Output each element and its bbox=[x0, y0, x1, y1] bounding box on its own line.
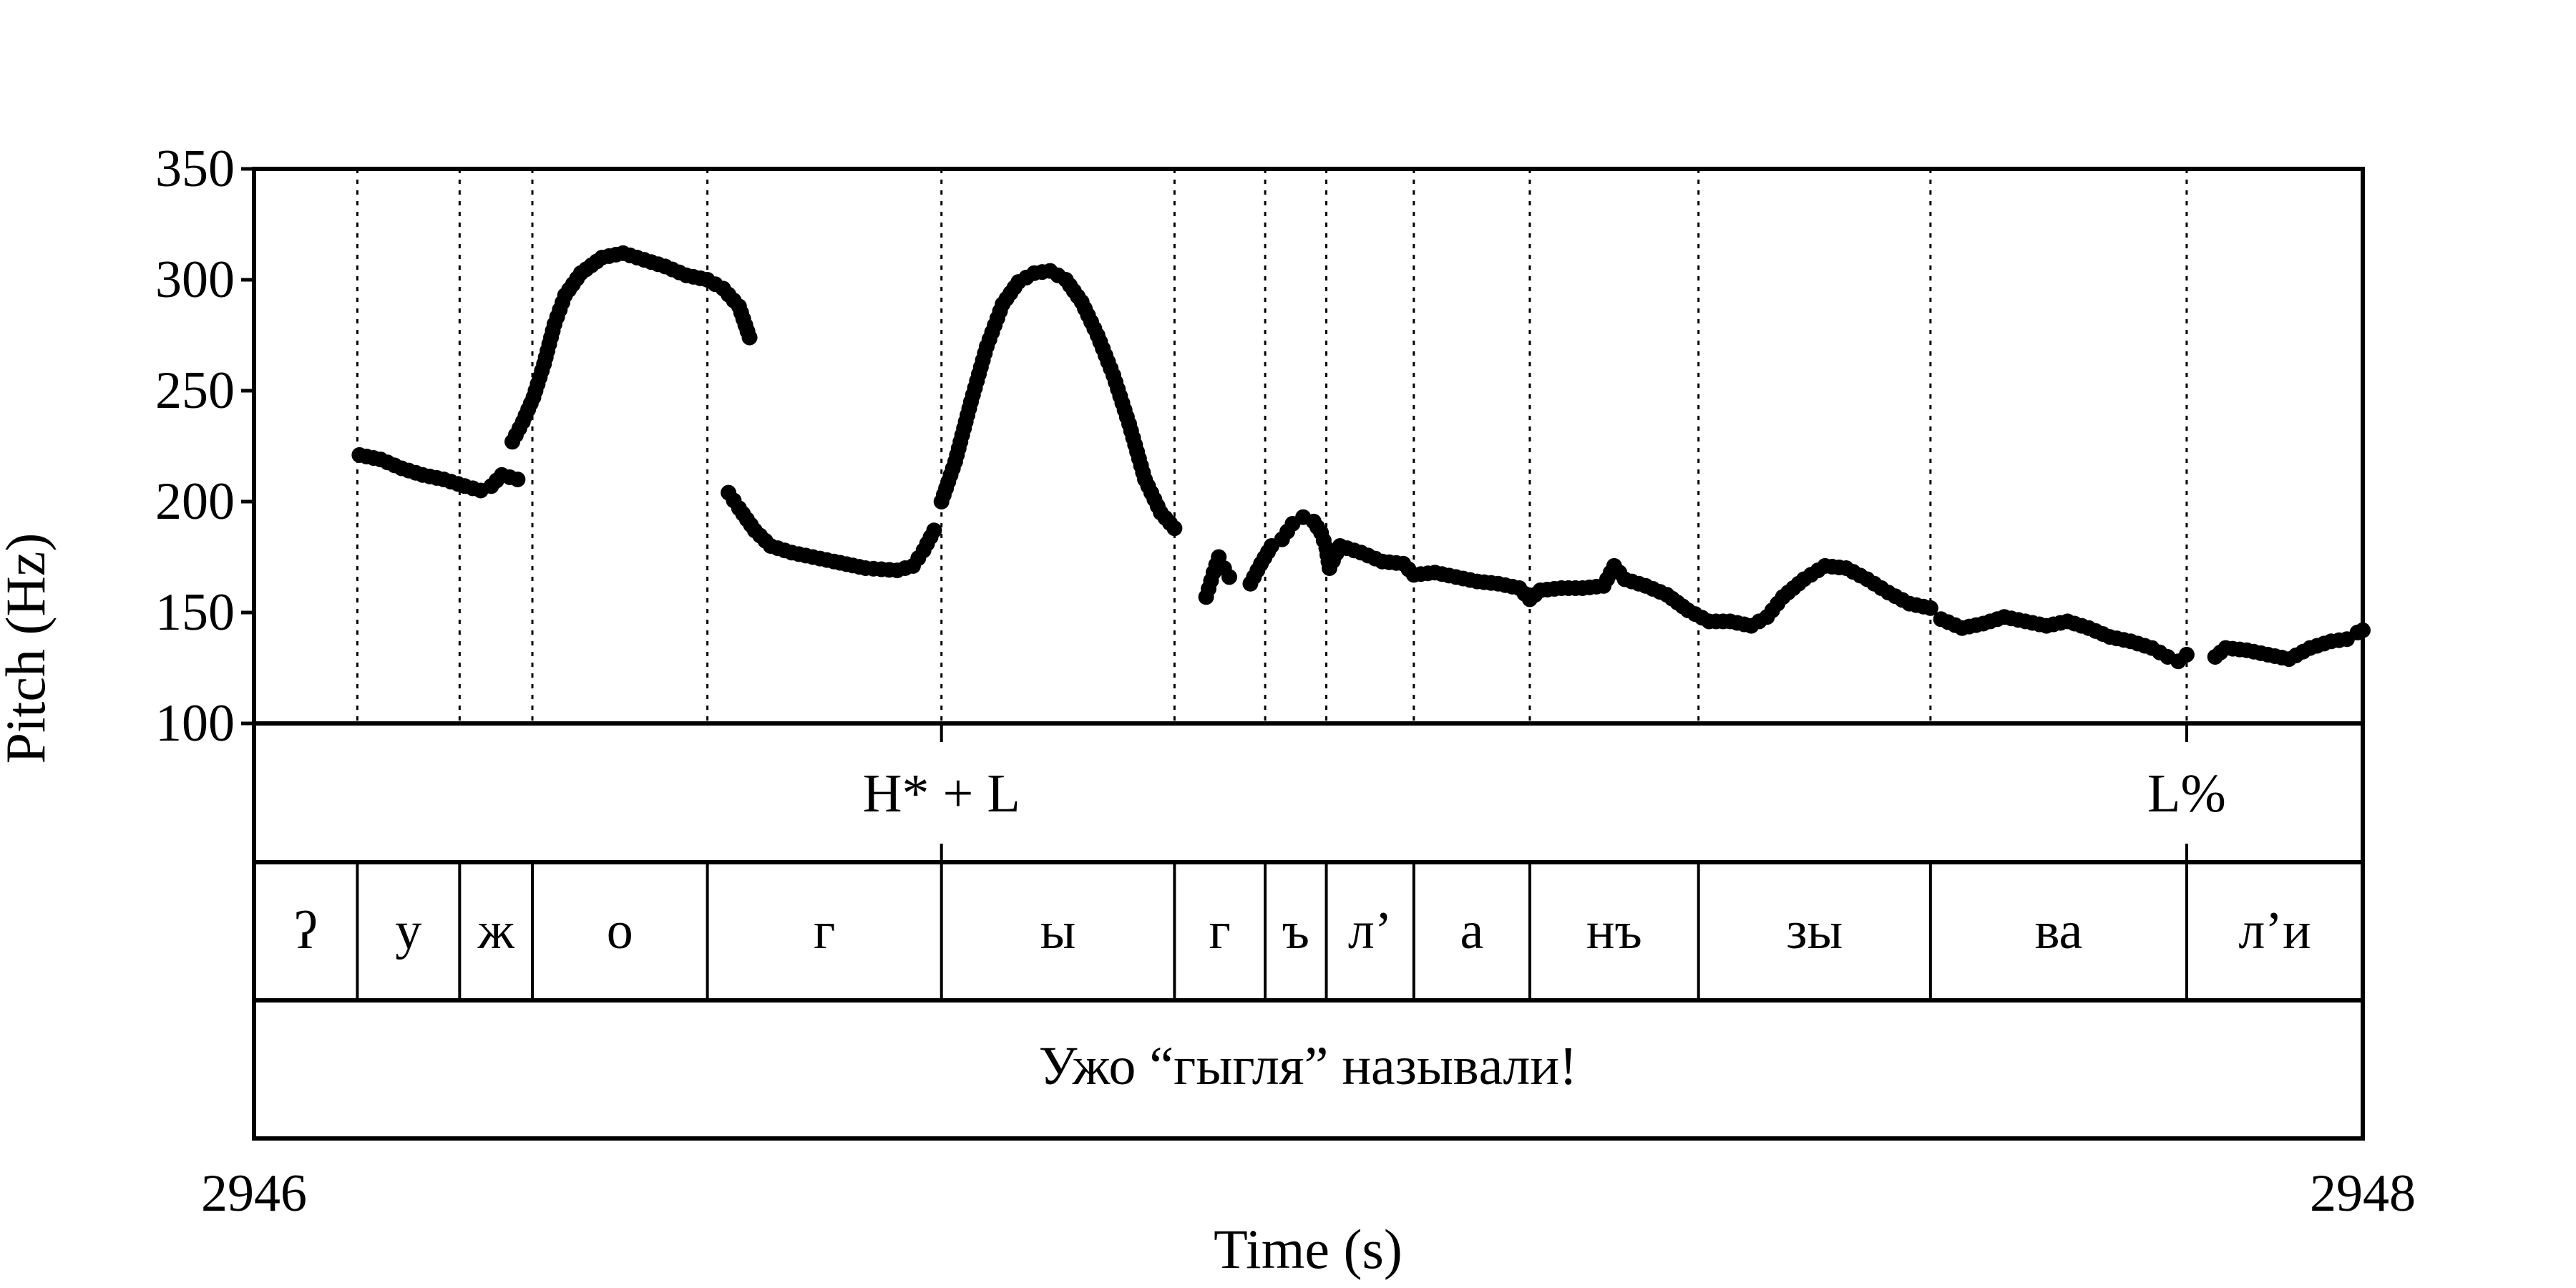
x-tick-label-start: 2946 bbox=[201, 1164, 307, 1223]
pitch-point bbox=[926, 522, 942, 539]
sentence-tier-label: Ужо “гыгля” назывaли! bbox=[1039, 1036, 1578, 1096]
x-tick-label-end: 2948 bbox=[2310, 1164, 2416, 1223]
segment-label: нъ bbox=[1586, 902, 1642, 960]
pitch-point bbox=[1922, 600, 1938, 616]
chart-frame bbox=[252, 167, 2365, 1141]
y-tick-label: 350 bbox=[155, 140, 235, 198]
segment-label: зы bbox=[1786, 902, 1843, 960]
x-axis-title: Time (s) bbox=[1214, 1218, 1402, 1280]
segment-label: ʔ bbox=[294, 902, 318, 960]
segment-label: г bbox=[814, 902, 835, 960]
pitch-point bbox=[2178, 646, 2195, 663]
segment-label: ж bbox=[477, 902, 515, 960]
segment-label: у bbox=[395, 902, 421, 960]
segment-label: о bbox=[607, 902, 633, 960]
boundary-lines-segment-tier bbox=[356, 862, 2188, 1000]
boundary-lines-tone-tier bbox=[940, 723, 2188, 862]
segment-tier-labels: ʔ у ж о г ы г ъ л’ а нъ зы ва л’и bbox=[294, 902, 2311, 960]
y-axis-title: Pitch (Hz) bbox=[0, 533, 57, 764]
y-tick-label: 100 bbox=[155, 694, 235, 753]
y-tick-label: 150 bbox=[155, 583, 235, 642]
segment-label: г bbox=[1209, 902, 1231, 960]
boundary-lines-plot bbox=[356, 169, 2188, 723]
pitch-point bbox=[741, 329, 758, 346]
tone-label: H* + L bbox=[863, 763, 1020, 824]
y-tick-label: 200 bbox=[155, 472, 235, 531]
tone-tier-labels: H* + L L% bbox=[863, 763, 2226, 824]
pitch-point bbox=[1221, 569, 1237, 585]
pitch-point bbox=[1166, 520, 1183, 537]
segment-label: ы bbox=[1040, 902, 1076, 960]
segment-label: ъ bbox=[1282, 902, 1309, 960]
pitch-point bbox=[509, 472, 526, 487]
y-tick-label: 250 bbox=[155, 361, 235, 420]
segment-label: а bbox=[1460, 902, 1483, 960]
segment-label: ва bbox=[2034, 902, 2082, 960]
pitch-points bbox=[351, 245, 2371, 670]
y-tick-label: 300 bbox=[155, 250, 235, 309]
segment-label: л’и bbox=[2238, 902, 2311, 960]
tone-label: L% bbox=[2147, 763, 2226, 824]
segment-label: л’ bbox=[1348, 902, 1392, 960]
